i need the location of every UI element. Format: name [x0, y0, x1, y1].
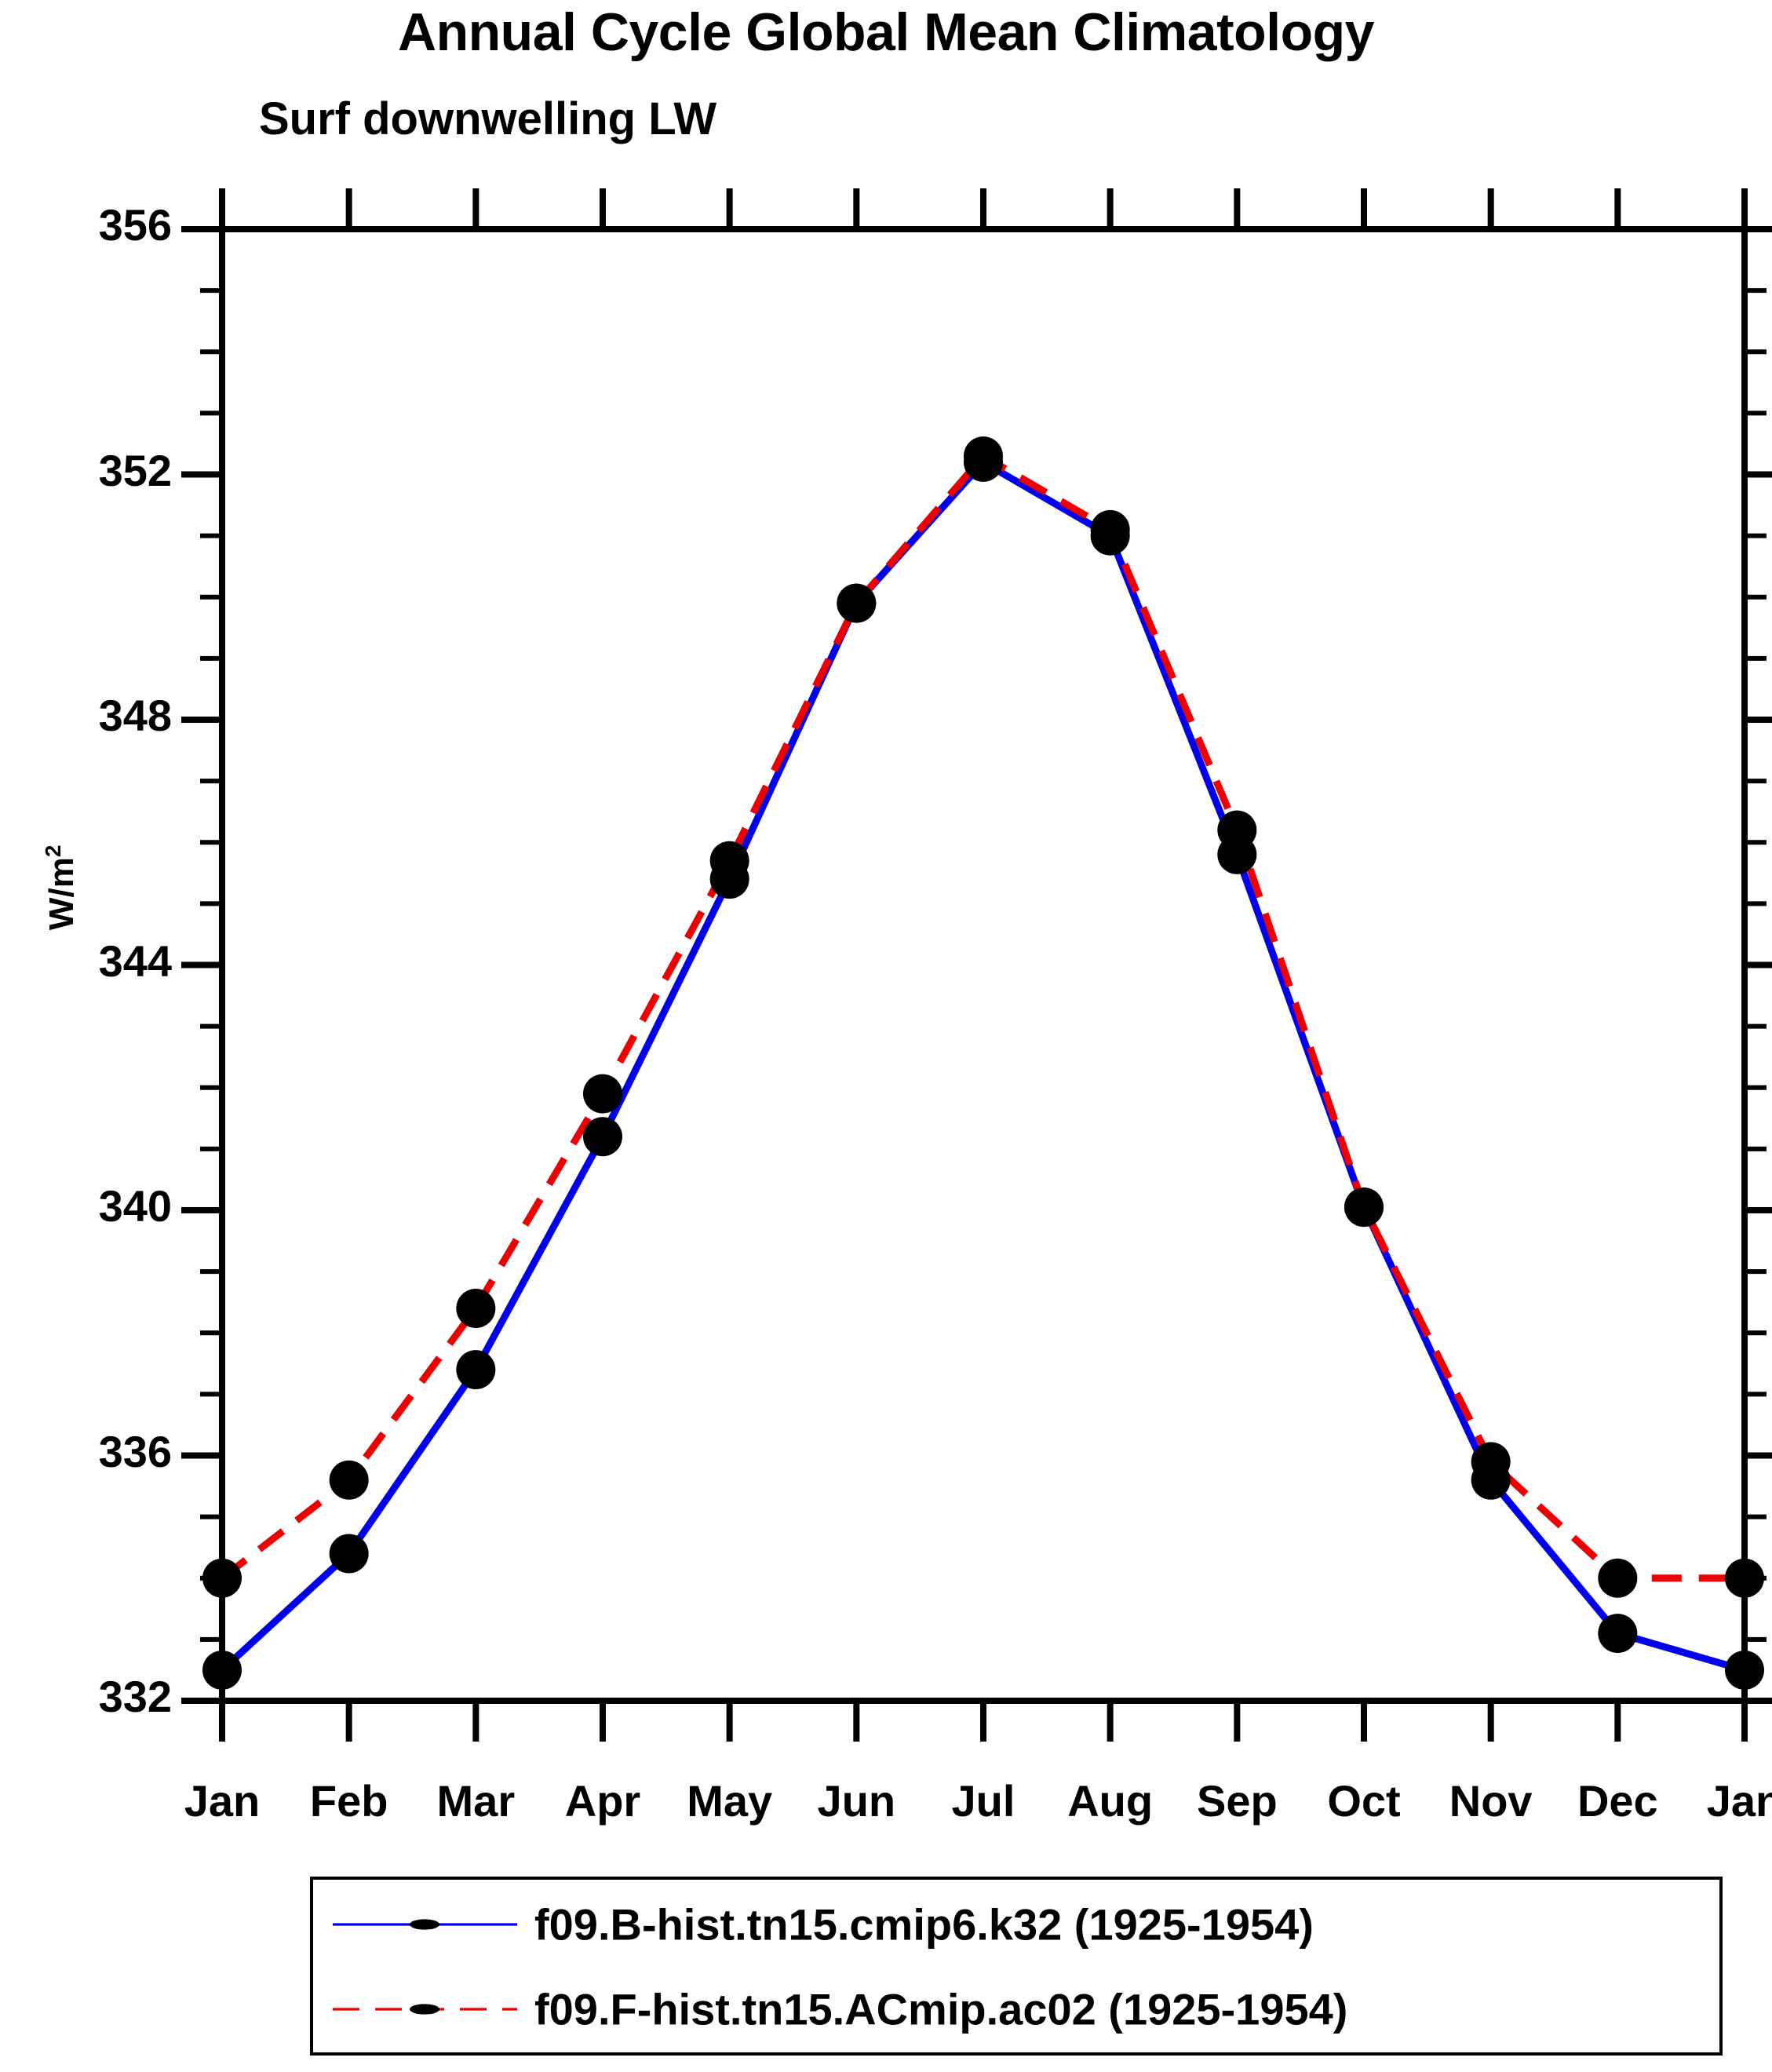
- x-tick-label: Jan: [1706, 1776, 1772, 1826]
- data-point: [1344, 1187, 1384, 1228]
- data-point: [1090, 509, 1130, 549]
- legend-label-series-f: f09.F-hist.tn15.ACmip.ac02 (1925-1954): [534, 1984, 1348, 2034]
- data-point: [709, 841, 749, 881]
- legend-entry-series-f[interactable]: f09.F-hist.tn15.ACmip.ac02 (1925-1954): [313, 1964, 1719, 2054]
- legend-sample-line-series-b: [333, 1919, 517, 1930]
- data-point: [1598, 1558, 1638, 1598]
- y-tick-label: 336: [98, 1426, 172, 1476]
- data-point: [202, 1558, 242, 1598]
- data-point: [329, 1534, 369, 1574]
- legend-label-series-b: f09.B-hist.tn15.cmip6.k32 (1925-1954): [534, 1899, 1314, 1950]
- data-point: [1725, 1558, 1764, 1598]
- data-point: [456, 1289, 496, 1328]
- y-tick-label: 340: [98, 1181, 172, 1231]
- x-tick-label: Nov: [1449, 1776, 1533, 1826]
- y-tick-label: 348: [98, 691, 172, 740]
- data-point: [456, 1350, 496, 1390]
- x-tick-label: Aug: [1067, 1776, 1154, 1826]
- chart-subtitle: Surf downwelling LW: [259, 93, 717, 144]
- legend: f09.B-hist.tn15.cmip6.k32 (1925-1954) f0…: [310, 1877, 1723, 2056]
- data-point: [1471, 1442, 1511, 1482]
- x-tick-label: Oct: [1327, 1776, 1401, 1826]
- x-tick-label: Jun: [817, 1776, 896, 1826]
- x-tick-label: Feb: [309, 1776, 388, 1826]
- y-tick-label: 356: [98, 200, 172, 250]
- y-tick-label: 352: [98, 445, 172, 495]
- x-tick-label: Jan: [184, 1776, 261, 1826]
- data-point: [583, 1074, 622, 1114]
- chart-title: Annual Cycle Global Mean Climatology: [398, 2, 1374, 62]
- data-point: [1725, 1650, 1764, 1690]
- legend-entry-series-b[interactable]: f09.B-hist.tn15.cmip6.k32 (1925-1954): [313, 1880, 1719, 1969]
- data-point: [329, 1460, 369, 1500]
- data-point: [583, 1117, 622, 1157]
- data-point: [964, 436, 1003, 476]
- data-point: [1217, 810, 1257, 850]
- data-point: [1598, 1614, 1638, 1654]
- x-tick-label: Sep: [1196, 1776, 1278, 1826]
- x-tick-label: Mar: [436, 1776, 516, 1826]
- y-tick-label: 344: [98, 936, 172, 986]
- x-tick-label: Apr: [564, 1776, 641, 1826]
- data-point: [202, 1650, 242, 1690]
- data-point: [837, 583, 877, 623]
- x-tick-label: Jul: [951, 1776, 1015, 1826]
- x-tick-label: May: [687, 1776, 773, 1826]
- legend-sample-line-series-f: [333, 2004, 517, 2015]
- y-tick-label: 332: [98, 1672, 172, 1721]
- x-tick-label: Dec: [1577, 1776, 1658, 1826]
